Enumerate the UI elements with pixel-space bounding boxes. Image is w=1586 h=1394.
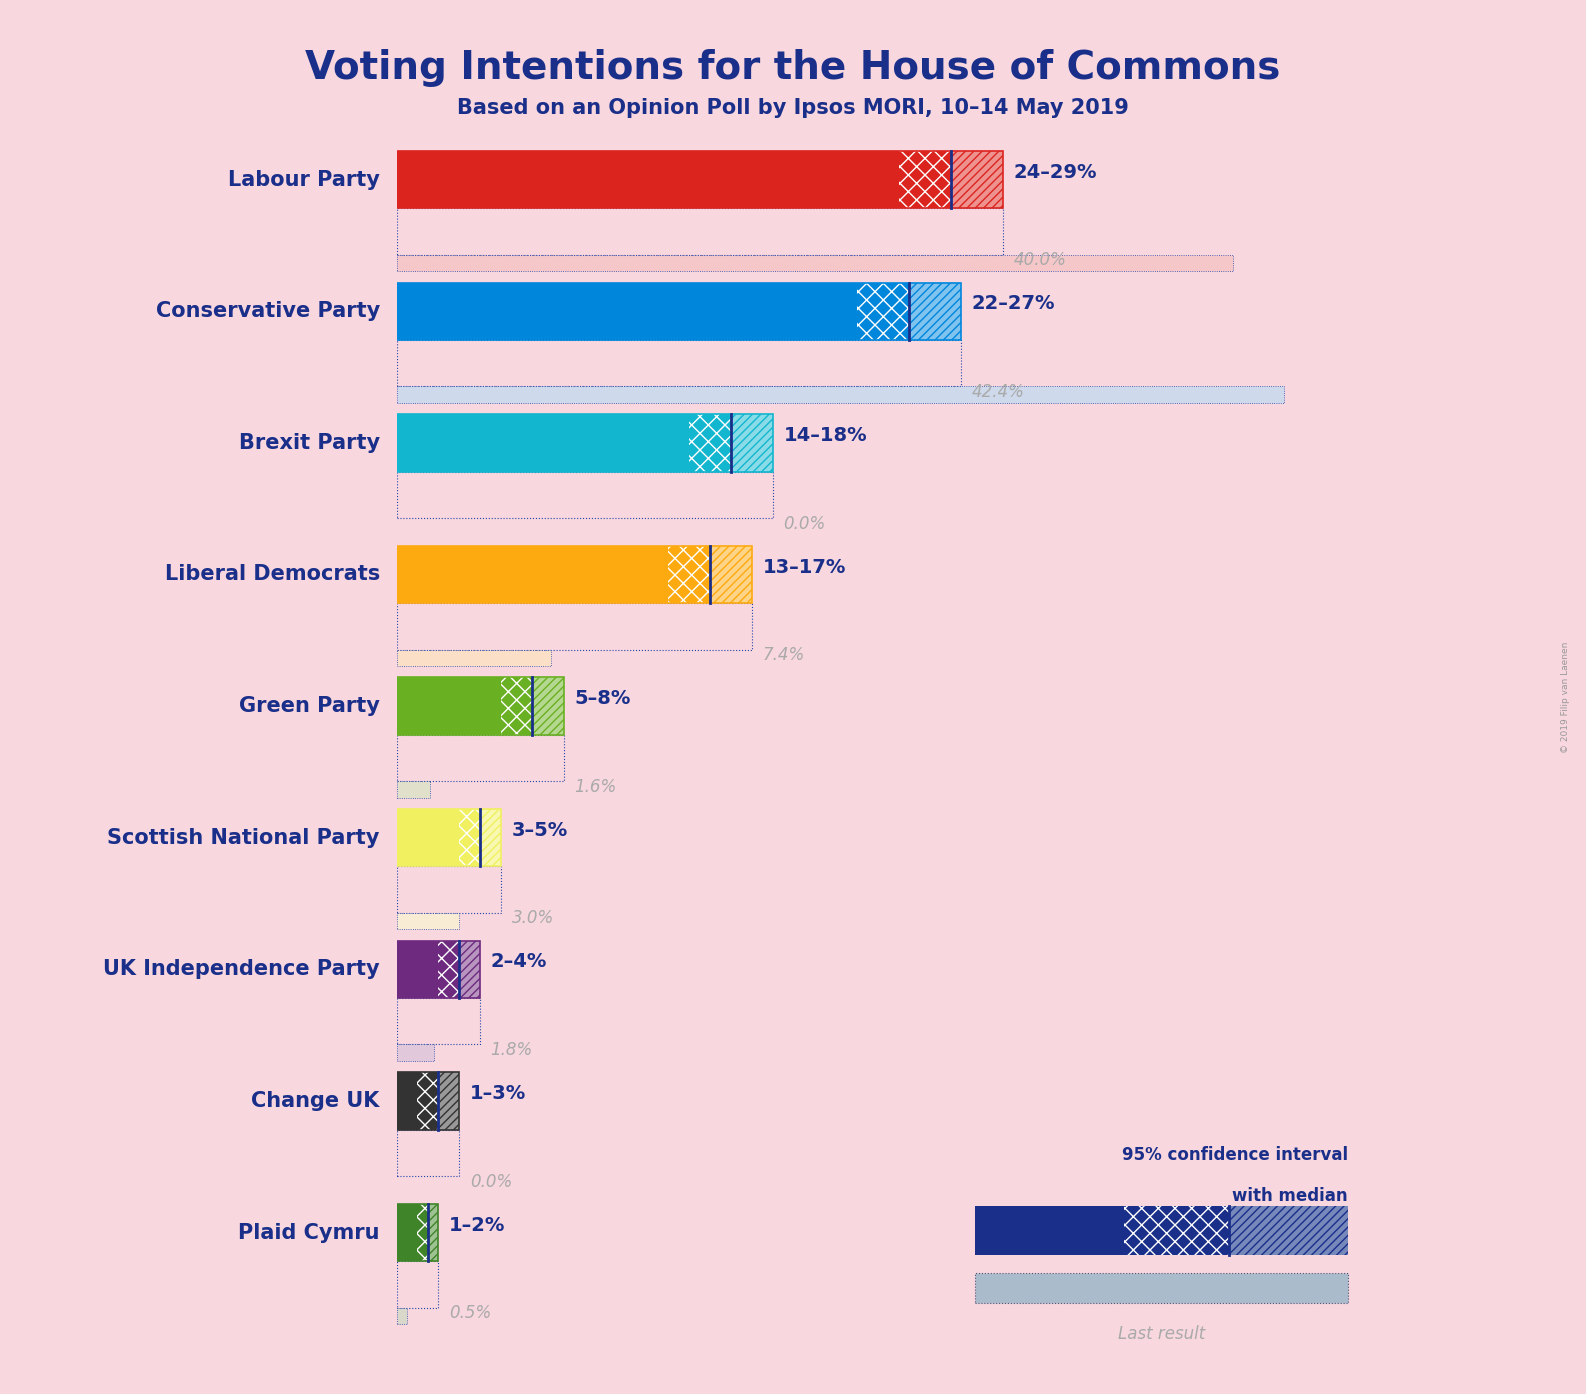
Bar xyxy=(396,1072,417,1129)
Bar xyxy=(396,151,899,208)
Text: 5–8%: 5–8% xyxy=(574,689,631,708)
Bar xyxy=(396,414,690,471)
Bar xyxy=(417,1204,428,1262)
Text: 3–5%: 3–5% xyxy=(512,821,568,839)
Text: 1–2%: 1–2% xyxy=(449,1216,506,1235)
Bar xyxy=(396,1072,460,1129)
Bar xyxy=(396,1204,438,1262)
Text: 42.4%: 42.4% xyxy=(972,383,1025,401)
Bar xyxy=(856,283,909,340)
Bar xyxy=(460,941,481,998)
Bar xyxy=(417,1072,438,1129)
Text: 7.4%: 7.4% xyxy=(763,647,804,664)
Bar xyxy=(396,386,1283,403)
Text: 13–17%: 13–17% xyxy=(763,558,845,577)
Text: UK Independence Party: UK Independence Party xyxy=(103,959,379,980)
Bar xyxy=(952,151,1004,208)
Bar xyxy=(481,809,501,867)
Bar xyxy=(396,545,752,604)
Bar xyxy=(668,545,711,604)
Bar xyxy=(396,781,430,797)
Bar xyxy=(396,650,552,666)
Bar xyxy=(1124,1206,1229,1255)
Text: Scottish National Party: Scottish National Party xyxy=(108,828,379,848)
Bar xyxy=(533,677,565,735)
Text: 14–18%: 14–18% xyxy=(783,427,868,445)
Text: © 2019 Filip van Laenen: © 2019 Filip van Laenen xyxy=(1561,641,1570,753)
Text: 0.5%: 0.5% xyxy=(449,1305,492,1323)
Text: Brexit Party: Brexit Party xyxy=(238,434,379,453)
Bar xyxy=(396,545,668,604)
Bar xyxy=(396,941,438,998)
Bar xyxy=(396,151,1004,208)
Text: 1.6%: 1.6% xyxy=(574,778,617,796)
Bar xyxy=(501,677,533,735)
Bar xyxy=(396,677,565,735)
Text: with median: with median xyxy=(1232,1188,1348,1206)
Bar xyxy=(396,913,460,930)
Text: 22–27%: 22–27% xyxy=(972,294,1055,314)
Bar xyxy=(438,1072,460,1129)
Text: 3.0%: 3.0% xyxy=(512,909,554,927)
Bar xyxy=(396,1204,417,1262)
Text: 0.0%: 0.0% xyxy=(783,514,826,533)
Text: 24–29%: 24–29% xyxy=(1013,163,1098,181)
Bar xyxy=(396,1044,435,1061)
Bar xyxy=(899,151,952,208)
Text: Plaid Cymru: Plaid Cymru xyxy=(238,1223,379,1242)
Bar xyxy=(731,414,772,471)
Bar xyxy=(396,998,481,1044)
Bar xyxy=(396,255,1234,272)
Bar xyxy=(396,1262,438,1308)
Text: 95% confidence interval: 95% confidence interval xyxy=(1121,1146,1348,1164)
Bar xyxy=(396,809,501,867)
Bar xyxy=(396,1129,460,1177)
Bar xyxy=(438,941,460,998)
Bar xyxy=(396,340,961,386)
Bar xyxy=(396,414,772,471)
Text: 2–4%: 2–4% xyxy=(490,952,547,972)
Bar xyxy=(428,1204,438,1262)
Bar xyxy=(711,545,752,604)
Text: Based on an Opinion Poll by Ipsos MORI, 10–14 May 2019: Based on an Opinion Poll by Ipsos MORI, … xyxy=(457,98,1129,117)
Text: 1–3%: 1–3% xyxy=(469,1085,527,1103)
Bar xyxy=(396,283,961,340)
Bar xyxy=(396,809,460,867)
Bar xyxy=(396,1308,408,1324)
Text: Change UK: Change UK xyxy=(252,1092,379,1111)
Bar xyxy=(975,1274,1348,1302)
Text: Last result: Last result xyxy=(1118,1324,1205,1342)
Bar xyxy=(1229,1206,1348,1255)
Text: Voting Intentions for the House of Commons: Voting Intentions for the House of Commo… xyxy=(306,49,1280,86)
Bar xyxy=(396,677,501,735)
Bar xyxy=(396,604,752,650)
Text: Labour Party: Labour Party xyxy=(228,170,379,190)
Bar xyxy=(460,809,481,867)
Bar xyxy=(690,414,731,471)
Text: Liberal Democrats: Liberal Democrats xyxy=(165,565,379,584)
Text: Green Party: Green Party xyxy=(239,696,379,717)
Text: 0.0%: 0.0% xyxy=(469,1172,512,1190)
Bar xyxy=(396,471,772,519)
Bar xyxy=(975,1206,1124,1255)
Bar xyxy=(396,208,1004,255)
Bar xyxy=(909,283,961,340)
Bar xyxy=(396,735,565,781)
Text: Conservative Party: Conservative Party xyxy=(155,301,379,321)
Bar xyxy=(396,941,481,998)
Bar xyxy=(396,867,501,913)
Bar xyxy=(396,283,856,340)
Text: 1.8%: 1.8% xyxy=(490,1041,533,1059)
Text: 40.0%: 40.0% xyxy=(1013,251,1066,269)
